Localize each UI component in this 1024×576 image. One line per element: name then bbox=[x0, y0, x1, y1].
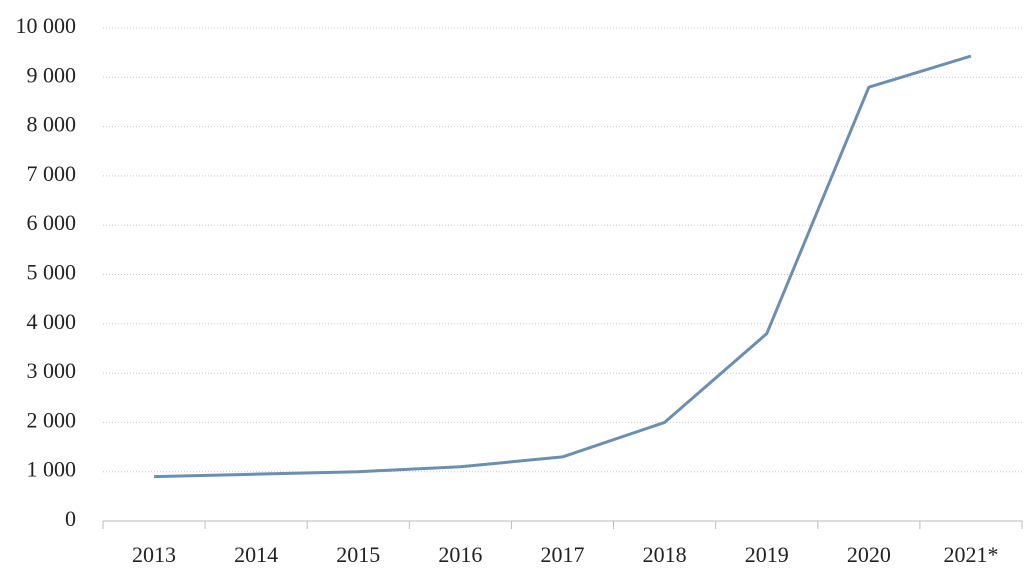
y-tick-label: 10 000 bbox=[16, 13, 77, 38]
x-tick-label: 2021* bbox=[943, 542, 998, 567]
x-tick-label: 2019 bbox=[745, 542, 789, 567]
y-tick-label: 7 000 bbox=[27, 161, 77, 186]
y-tick-label: 4 000 bbox=[27, 309, 77, 334]
y-tick-label: 1 000 bbox=[27, 457, 77, 482]
y-tick-label: 9 000 bbox=[27, 62, 77, 87]
x-tick-label: 2017 bbox=[541, 542, 585, 567]
x-tick-label: 2013 bbox=[132, 542, 176, 567]
x-tick-label: 2014 bbox=[234, 542, 278, 567]
x-tick-label: 2015 bbox=[336, 542, 380, 567]
y-tick-label: 8 000 bbox=[27, 112, 77, 137]
y-tick-label: 5 000 bbox=[27, 260, 77, 285]
y-tick-label: 0 bbox=[65, 506, 76, 531]
line-series bbox=[154, 54, 972, 479]
y-tick-label: 6 000 bbox=[27, 210, 77, 235]
x-tick-label: 2020 bbox=[847, 542, 891, 567]
y-tick-label: 2 000 bbox=[27, 407, 77, 432]
y-tick-label: 3 000 bbox=[27, 358, 77, 383]
x-tick-label: 2018 bbox=[643, 542, 687, 567]
x-tick-label: 2016 bbox=[438, 542, 482, 567]
